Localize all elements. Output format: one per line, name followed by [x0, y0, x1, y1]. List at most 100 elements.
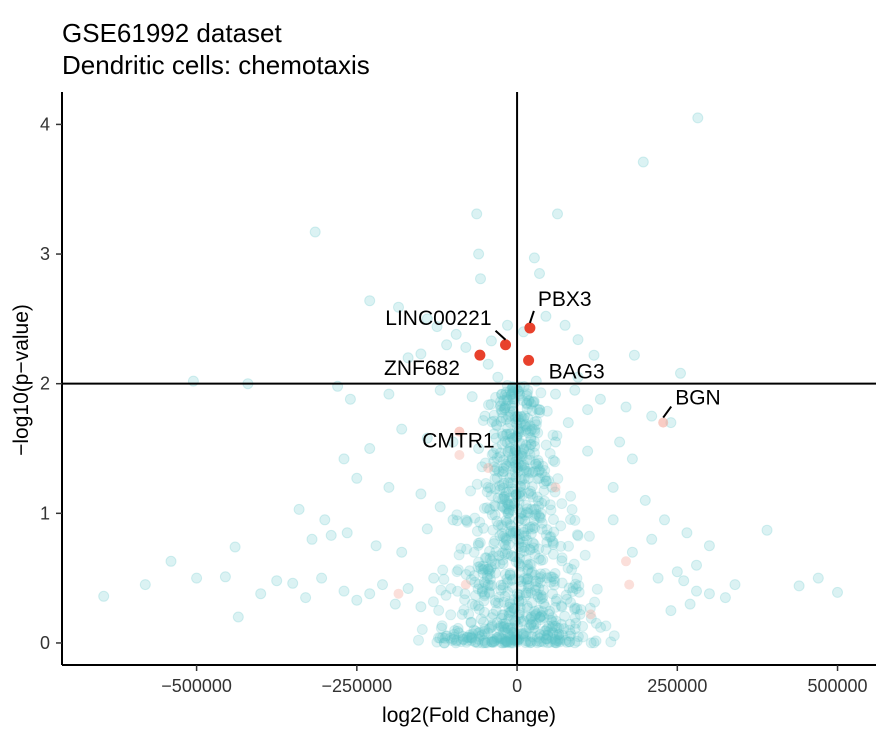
- data-point: [478, 595, 490, 607]
- data-point: [438, 637, 450, 649]
- data-point: [525, 432, 537, 444]
- data-point: [529, 426, 541, 438]
- gene-label: PBX3: [538, 288, 592, 311]
- data-point: [554, 633, 566, 645]
- data-point: [479, 410, 491, 422]
- data-point: [535, 512, 547, 524]
- data-point: [536, 610, 548, 621]
- data-point: [537, 554, 549, 566]
- data-point: [498, 454, 510, 466]
- data-point: [533, 500, 545, 512]
- data-point: [520, 418, 532, 430]
- data-point: [495, 396, 506, 407]
- highlighted-genes: PBX3 LINC00221 ZNF682 BAG3 BGN CMTR1: [384, 288, 721, 453]
- data-point: [536, 523, 548, 535]
- data-point: [498, 466, 510, 478]
- data-point: [569, 623, 581, 635]
- data-point: [529, 569, 541, 581]
- data-point: [219, 571, 231, 583]
- data-point: [476, 585, 488, 597]
- data-point: [448, 633, 460, 645]
- data-point: [468, 624, 480, 636]
- data-point: [453, 627, 465, 639]
- data-point: [517, 629, 529, 641]
- data-point: [472, 583, 484, 595]
- data-point: [502, 446, 514, 458]
- data-point: [703, 540, 715, 552]
- data-point: [485, 622, 497, 634]
- data-point: [501, 460, 513, 472]
- data-point: [510, 445, 522, 457]
- data-point: [566, 504, 578, 515]
- data-point: [569, 384, 581, 396]
- data-point: [523, 622, 535, 634]
- data-point: [510, 413, 522, 425]
- data-point: [452, 625, 463, 637]
- data-point: [540, 529, 552, 541]
- data-point: [552, 473, 564, 485]
- data-point: [482, 564, 494, 575]
- data-point: [472, 561, 484, 573]
- data-point: [437, 632, 449, 644]
- data-point: [494, 632, 506, 644]
- data-point: [585, 612, 597, 624]
- data-point: [510, 416, 522, 428]
- data-point: [496, 438, 508, 450]
- data-point: [448, 628, 460, 640]
- y-tick-label: 3: [40, 244, 50, 264]
- data-point: [535, 589, 547, 601]
- data-point: [530, 635, 542, 647]
- data-point: [518, 464, 530, 476]
- data-point: [544, 636, 556, 648]
- data-point: [522, 573, 534, 585]
- axes: −500000 −250000 0 250000 500000 0 1 2 3 4: [40, 92, 876, 696]
- data-point: [539, 601, 551, 613]
- data-point: [491, 462, 503, 474]
- data-point: [491, 515, 503, 527]
- data-point: [545, 571, 557, 583]
- data-point: [543, 608, 555, 620]
- data-point: [474, 626, 486, 638]
- data-point: [532, 495, 544, 507]
- data-point: [495, 584, 507, 596]
- data-point: [504, 428, 516, 440]
- data-point: [526, 597, 538, 609]
- data-point: [533, 472, 545, 484]
- data-point: [555, 618, 567, 630]
- data-point: [525, 611, 537, 623]
- data-point: [551, 430, 563, 442]
- data-point: [574, 608, 586, 620]
- data-point: [523, 487, 534, 499]
- data-point: [547, 548, 559, 560]
- data-point: [483, 586, 495, 598]
- data-point: [500, 636, 512, 647]
- data-point: [473, 248, 485, 260]
- data-point: [502, 445, 514, 457]
- data-point: [528, 396, 540, 408]
- data-point: [501, 517, 513, 528]
- data-point: [548, 514, 559, 525]
- data-point: [535, 554, 547, 566]
- data-point: [564, 618, 576, 630]
- data-point: [478, 626, 490, 638]
- data-point: [558, 623, 570, 635]
- data-point: [462, 635, 474, 646]
- data-point: [481, 502, 493, 514]
- data-point: [507, 622, 519, 634]
- data-point: [554, 634, 566, 646]
- data-point: [502, 586, 514, 598]
- data-point: [502, 576, 514, 588]
- data-point: [518, 627, 530, 639]
- data-point: [607, 481, 619, 493]
- data-point: [530, 581, 542, 593]
- data-point: [533, 553, 545, 565]
- data-point: [499, 624, 511, 635]
- data-point: [499, 637, 511, 649]
- data-point: [488, 447, 499, 459]
- data-point: [569, 612, 581, 624]
- data-point: [470, 590, 481, 601]
- data-point: [499, 494, 511, 505]
- data-point: [370, 540, 382, 552]
- data-point: [500, 514, 512, 526]
- data-point: [499, 539, 511, 551]
